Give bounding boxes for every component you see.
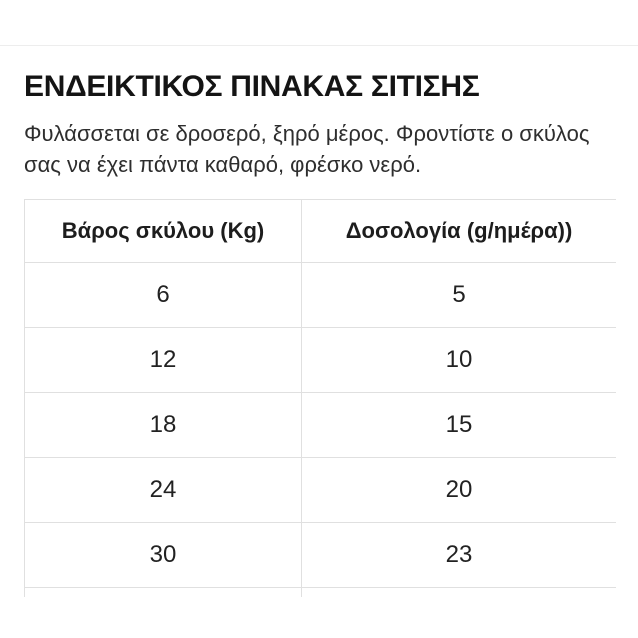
table-row: 18 15: [24, 392, 616, 458]
dosage-cell: 20: [301, 457, 616, 523]
weight-cell: 12: [24, 327, 302, 393]
dosage-cell: 23: [301, 522, 616, 588]
feeding-table-container: Βάρος σκύλου (Kg) Δοσολογία (g/ημέρα)) 6…: [24, 199, 616, 597]
feeding-table: Βάρος σκύλου (Kg) Δοσολογία (g/ημέρα)) 6…: [24, 199, 616, 597]
feeding-table-body: 6 5 12 10 18 15 24 20 30 23: [24, 262, 616, 597]
page-title: ΕΝΔΕΙΚΤΙΚΟΣ ΠΙΝΑΚΑΣ ΣΙΤΙΣΗΣ: [24, 70, 480, 103]
weight-cell: 18: [24, 392, 302, 458]
weight-cell: 24: [24, 457, 302, 523]
storage-note-line-2: σας να έχει πάντα καθαρό, φρέσκο νερό.: [24, 152, 422, 177]
header-row: Βάρος σκύλου (Kg) Δοσολογία (g/ημέρα)): [24, 199, 616, 263]
section-divider: [0, 45, 638, 46]
dosage-cell: 5: [301, 262, 616, 328]
storage-note: Φυλάσσεται σε δροσερό, ξηρό μέρος. Φροντ…: [24, 118, 589, 180]
table-row: 24 20: [24, 457, 616, 523]
storage-note-line-1: Φυλάσσεται σε δροσερό, ξηρό μέρος. Φροντ…: [24, 121, 590, 146]
col-header-dosage: Δοσολογία (g/ημέρα)): [301, 199, 616, 263]
table-row: 30 23: [24, 522, 616, 588]
weight-cell: 30: [24, 522, 302, 588]
partial-next-row: [24, 587, 616, 597]
dosage-cell: 15: [301, 392, 616, 458]
feeding-table-head: Βάρος σκύλου (Kg) Δοσολογία (g/ημέρα)): [24, 199, 616, 263]
weight-cell: 6: [24, 262, 302, 328]
partial-cell: [301, 587, 616, 597]
table-row: 12 10: [24, 327, 616, 393]
dosage-cell: 10: [301, 327, 616, 393]
partial-cell: [24, 587, 302, 597]
col-header-weight: Βάρος σκύλου (Kg): [24, 199, 302, 263]
